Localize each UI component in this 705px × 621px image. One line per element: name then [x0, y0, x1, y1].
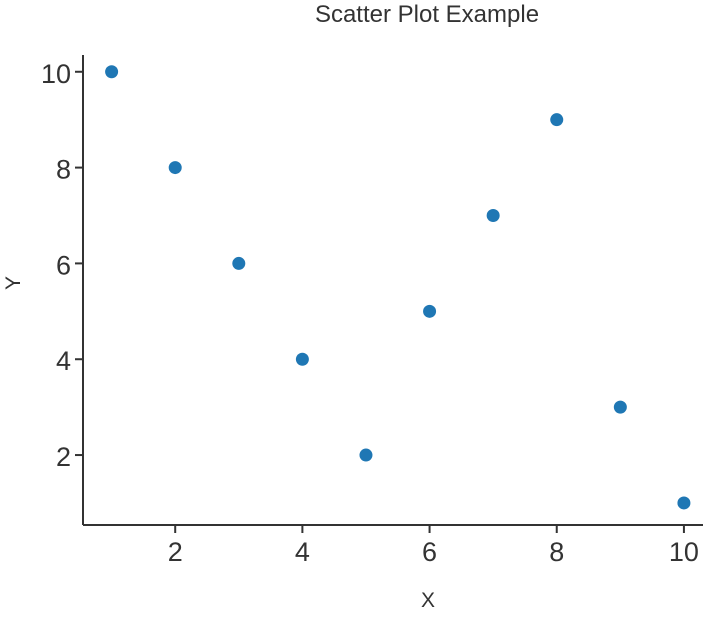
- y-tick-label: 6: [56, 250, 71, 280]
- data-point: [232, 256, 246, 270]
- x-tick-label: 2: [168, 537, 183, 567]
- data-point: [423, 304, 437, 318]
- data-point: [550, 113, 564, 127]
- chart-title: Scatter Plot Example: [314, 1, 540, 28]
- x-tick-label: 4: [295, 537, 310, 567]
- data-point: [295, 352, 309, 366]
- data-point: [613, 400, 627, 414]
- y-tick-label: 2: [56, 442, 71, 472]
- x-tick-label: 8: [549, 537, 564, 567]
- data-point: [486, 208, 500, 222]
- x-axis-label: X: [420, 589, 436, 612]
- data-point: [677, 496, 691, 510]
- y-tick-label: 8: [56, 155, 71, 185]
- data-point: [105, 65, 119, 79]
- x-tick-label: 6: [422, 537, 437, 567]
- x-tick-label: 10: [669, 537, 699, 567]
- y-tick-label: 4: [56, 346, 71, 376]
- y-tick-label: 10: [41, 59, 71, 89]
- data-point: [168, 161, 182, 175]
- data-point: [359, 448, 373, 462]
